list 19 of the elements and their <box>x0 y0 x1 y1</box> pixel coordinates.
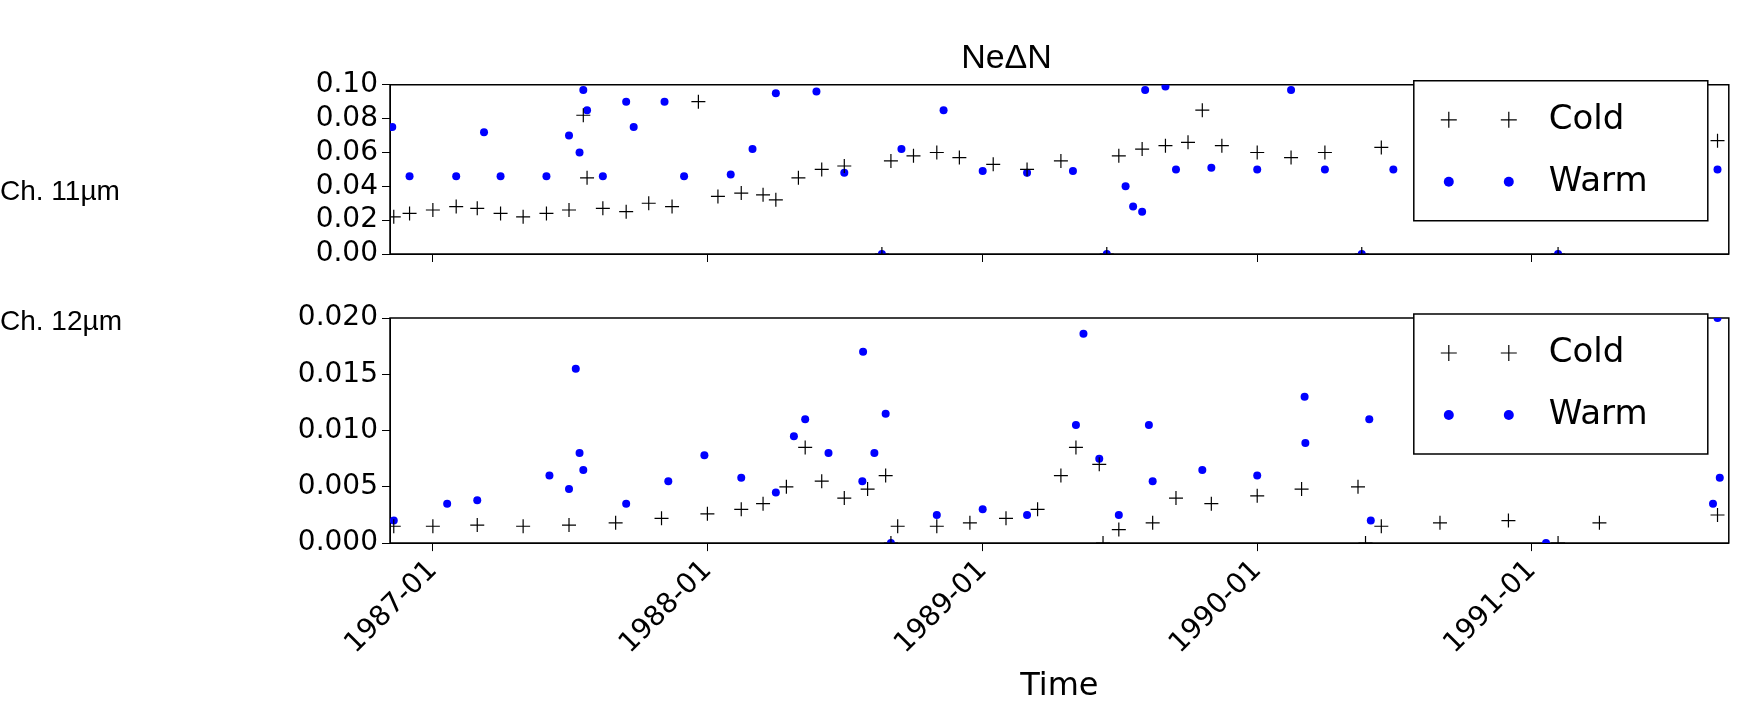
legend-label: Warm <box>1548 158 1648 199</box>
y-axis-title: Ch. 11µm <box>0 175 120 207</box>
y-tick-label: 0.000 <box>297 524 378 558</box>
y-tick-label: 0.02 <box>315 201 378 235</box>
y-axis-title: Ch. 12µm <box>0 305 122 337</box>
y-tick-label: 0.00 <box>315 235 378 269</box>
legend-label: Warm <box>1548 391 1648 432</box>
y-tick-label: 0.020 <box>297 299 378 333</box>
y-tick-label: 0.015 <box>297 355 378 389</box>
legend-label: Cold <box>1548 329 1625 370</box>
y-tick-label: 0.005 <box>297 468 378 502</box>
y-tick-label: 0.010 <box>297 411 378 445</box>
y-tick-label: 0.10 <box>315 66 378 100</box>
x-axis-title: Time <box>1019 665 1099 704</box>
y-tick-label: 0.06 <box>315 133 378 167</box>
chart-title: NeΔN <box>961 36 1052 75</box>
legend-label: Cold <box>1548 96 1625 137</box>
y-tick-label: 0.04 <box>315 167 378 201</box>
y-tick-label: 0.08 <box>315 99 378 133</box>
